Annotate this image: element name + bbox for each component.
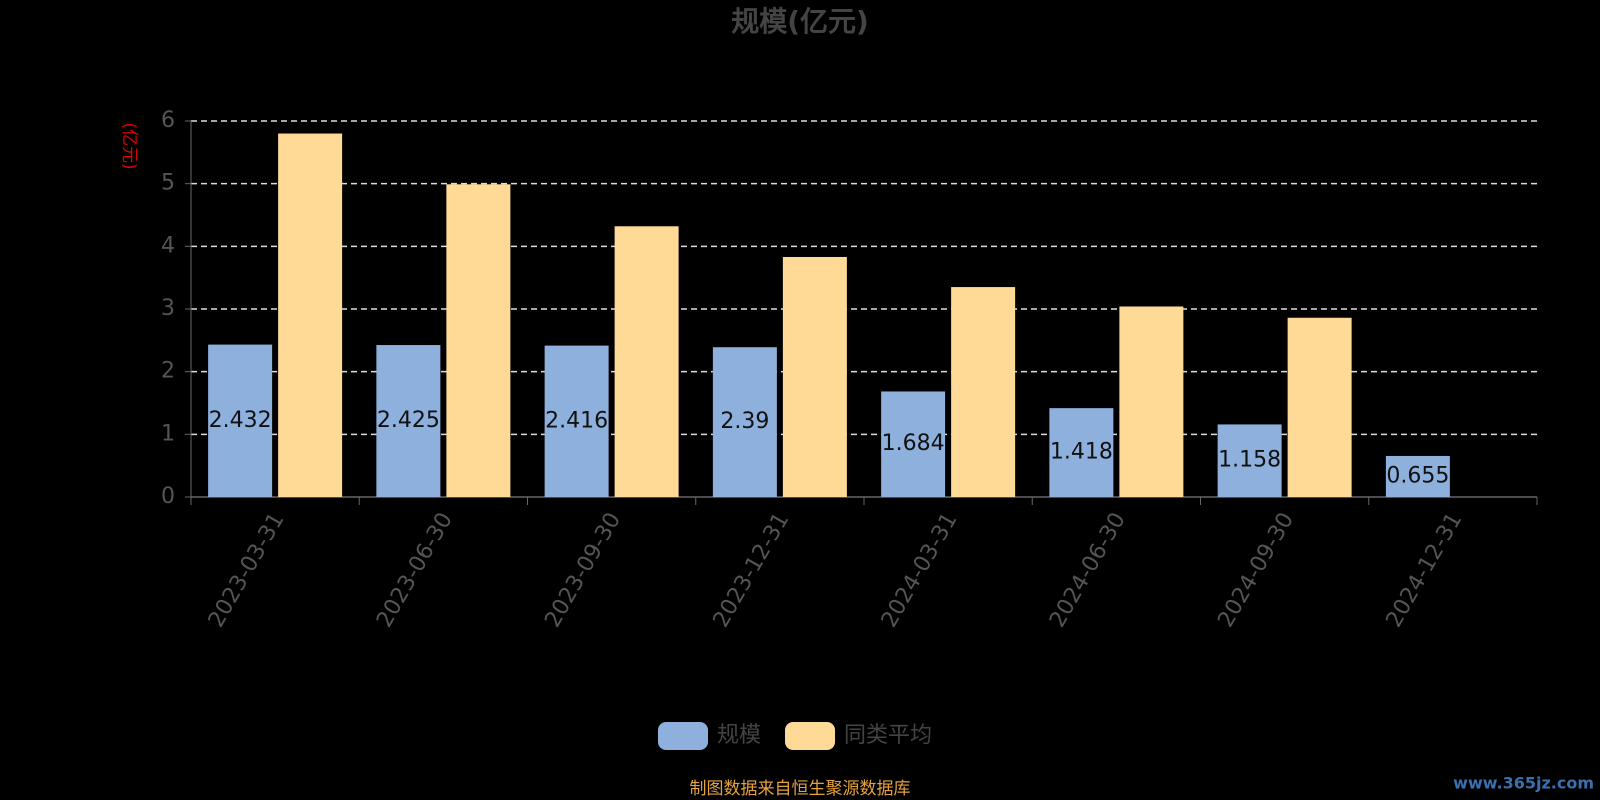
- value-label: 2.416: [545, 408, 608, 433]
- value-label: 1.418: [1050, 440, 1113, 465]
- bar: [1217, 424, 1282, 497]
- bar: [782, 256, 847, 497]
- value-label: 0.655: [1386, 463, 1449, 488]
- y-tick-label: 3: [161, 296, 175, 321]
- bar: [951, 287, 1016, 497]
- y-tick-label: 5: [161, 171, 175, 196]
- legend-swatch: [785, 722, 836, 750]
- value-label: 2.432: [209, 408, 272, 433]
- y-tick-label: 1: [161, 421, 175, 446]
- bar: [614, 226, 679, 497]
- bar: [1049, 408, 1114, 497]
- y-tick-label: 6: [161, 108, 175, 133]
- chart-title: 规模(亿元): [731, 5, 869, 38]
- bar: [208, 344, 273, 497]
- value-label: 1.684: [882, 431, 945, 456]
- value-label: 2.39: [720, 409, 769, 434]
- legend-swatch: [658, 722, 708, 750]
- y-tick-label: 2: [161, 359, 175, 384]
- bar: [544, 345, 609, 497]
- bar: [712, 347, 777, 497]
- bar: [376, 345, 441, 497]
- bar: [1119, 306, 1184, 497]
- watermark: www.365jz.com: [1453, 774, 1594, 793]
- bar: [1287, 317, 1352, 497]
- bar: [1385, 455, 1450, 497]
- y-tick-label: 4: [161, 233, 175, 258]
- legend-label: 同类平均: [844, 723, 932, 748]
- bar: [881, 391, 946, 497]
- source-note: 制图数据来自恒生聚源数据库: [690, 779, 911, 799]
- legend-label: 规模: [717, 723, 761, 748]
- bar: [278, 133, 343, 498]
- y-tick-label: 0: [161, 484, 175, 509]
- y-axis-label: (亿元): [119, 122, 139, 169]
- bar: [446, 184, 511, 497]
- value-label: 2.425: [377, 408, 440, 433]
- value-label: 1.158: [1218, 448, 1281, 473]
